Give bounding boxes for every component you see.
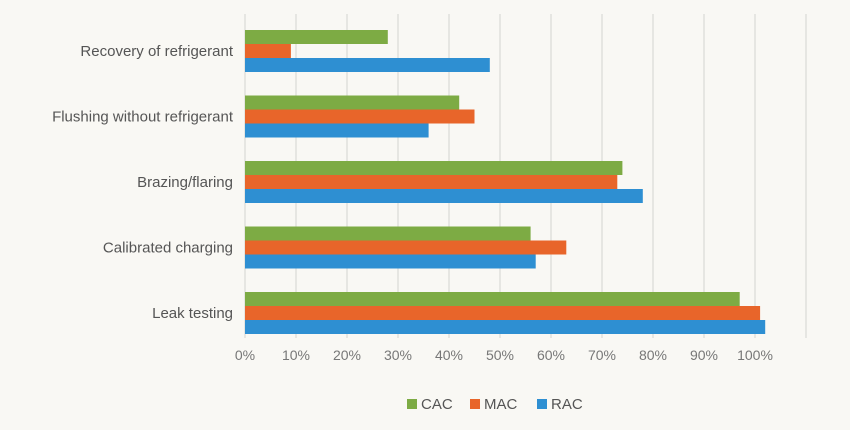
category-label: Leak testing	[152, 305, 233, 322]
category-labels: Recovery of refrigerant Flushing without …	[52, 43, 234, 322]
category-label: Recovery of refrigerant	[80, 43, 233, 60]
bar-mac	[245, 240, 567, 255]
legend-label-cac: CAC	[421, 396, 453, 413]
bar-rac	[245, 189, 643, 203]
bar-mac	[245, 306, 761, 320]
category-label: Brazing/flaring	[137, 174, 233, 191]
bars	[245, 30, 766, 334]
bar-mac	[245, 109, 475, 124]
x-tick-label: 0%	[235, 347, 255, 363]
category-label: Calibrated charging	[103, 240, 233, 257]
legend: CAC MAC RAC	[407, 396, 583, 413]
x-tick-label: 20%	[333, 347, 361, 363]
x-tick-label: 30%	[384, 347, 412, 363]
x-tick-label: 70%	[588, 347, 616, 363]
bar-cac	[245, 95, 460, 110]
bar-mac	[245, 44, 291, 58]
x-tick-label: 40%	[435, 347, 463, 363]
legend-label-rac: RAC	[551, 396, 583, 413]
x-tick-label: 80%	[639, 347, 667, 363]
bar-cac	[245, 292, 740, 306]
x-tick-label: 10%	[282, 347, 310, 363]
bar-cac	[245, 161, 623, 175]
bar-rac	[245, 58, 490, 72]
legend-swatch-rac	[537, 399, 547, 409]
x-tick-label: 90%	[690, 347, 718, 363]
legend-swatch-mac	[470, 399, 480, 409]
bar-cac	[245, 226, 531, 241]
legend-swatch-cac	[407, 399, 417, 409]
x-tick-label: 50%	[486, 347, 514, 363]
bar-mac	[245, 175, 618, 189]
legend-label-mac: MAC	[484, 396, 518, 413]
bar-rac	[245, 123, 429, 138]
x-tick-label: 100%	[737, 347, 773, 363]
bar-cac	[245, 30, 388, 44]
x-tick-label: 60%	[537, 347, 565, 363]
bar-rac	[245, 320, 766, 334]
category-label: Flushing without refrigerant	[52, 109, 234, 126]
bar-rac	[245, 254, 536, 269]
x-axis-ticks: 0% 10% 20% 30% 40% 50% 60% 70% 80% 90% 100%	[235, 347, 773, 363]
